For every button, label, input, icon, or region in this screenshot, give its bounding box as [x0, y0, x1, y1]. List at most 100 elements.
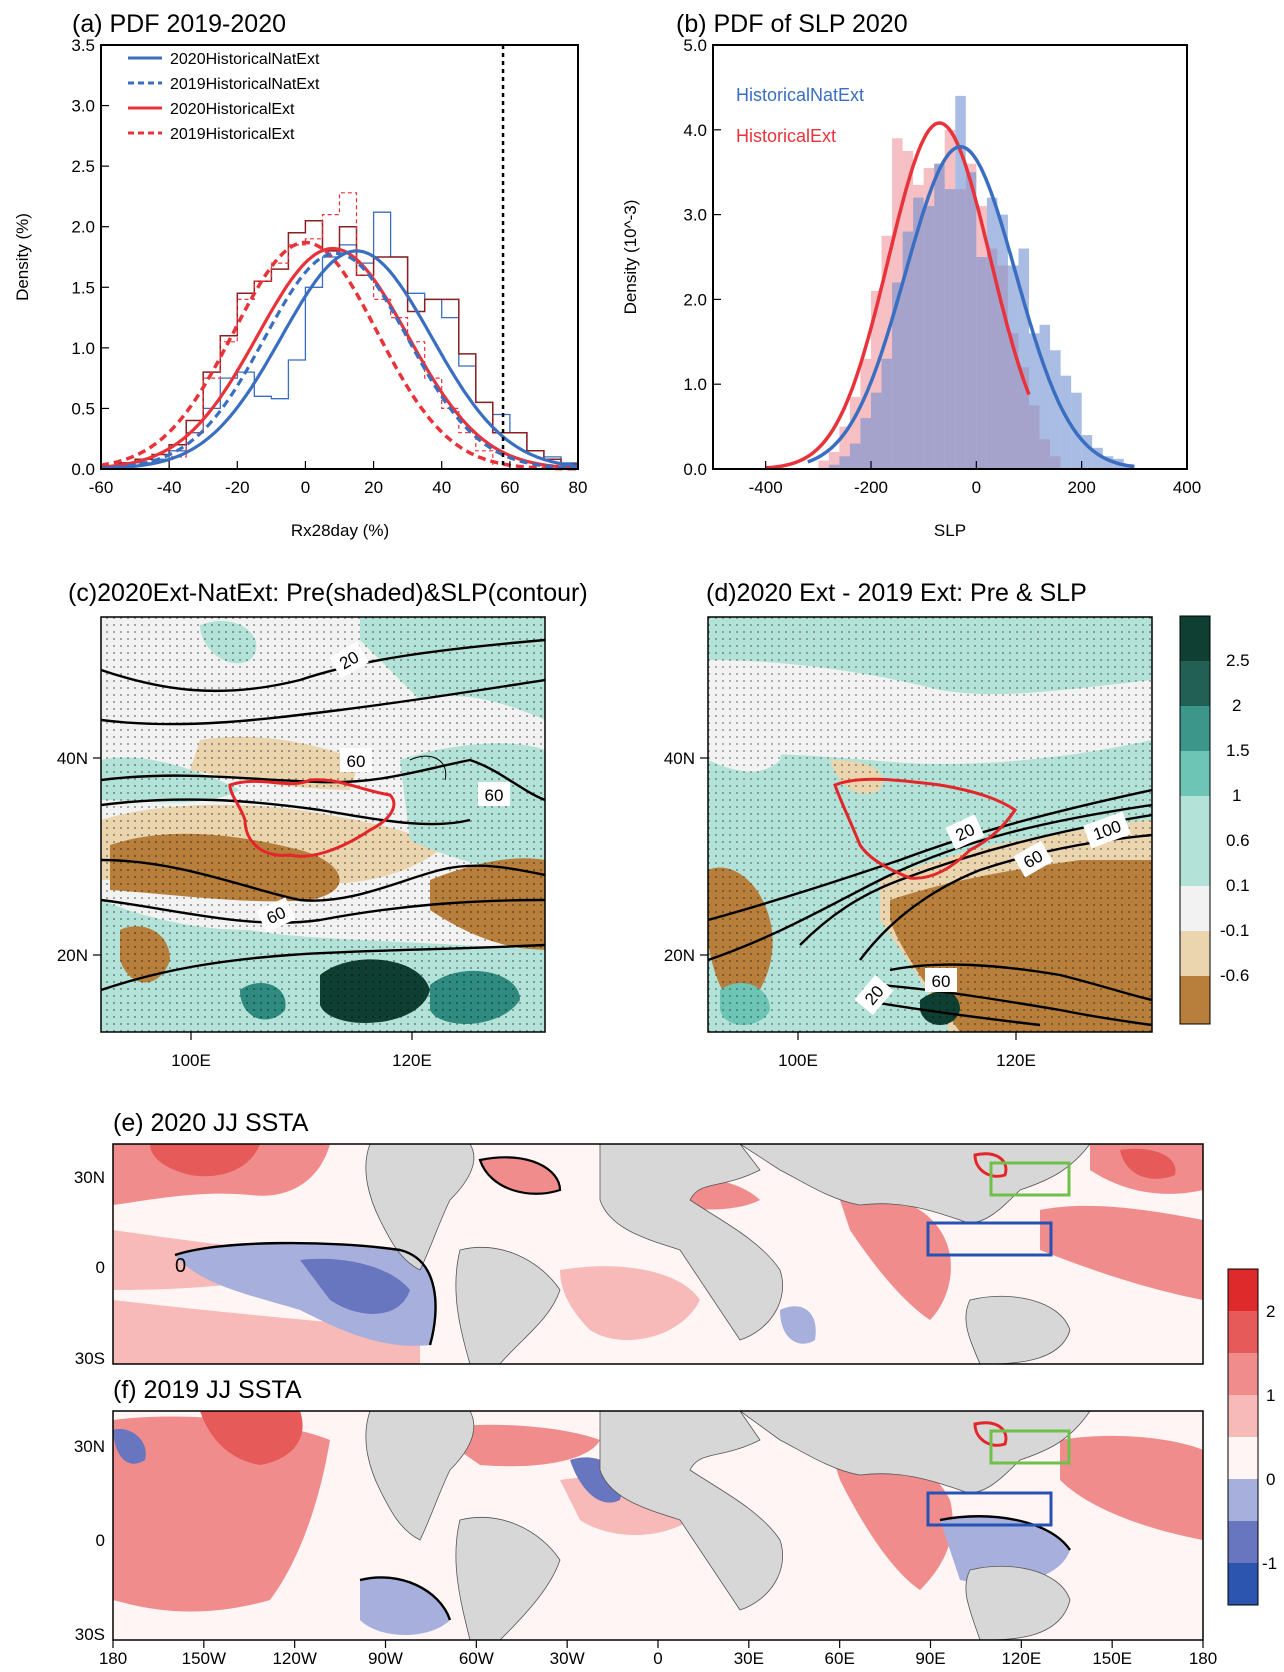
bar-nat [892, 282, 903, 469]
y-tick-label: 30S [75, 1625, 105, 1644]
bar-nat [849, 443, 861, 469]
x-tick-label: 0 [653, 1649, 662, 1667]
panel-f-map [113, 1411, 1203, 1640]
colorbar-swatch [1180, 841, 1210, 886]
legend-label: 2020HistoricalExt [170, 101, 295, 118]
x-tick-label: -20 [225, 478, 250, 497]
panel-c-ticks: 40N 20N 100E 120E [57, 749, 432, 1070]
x-tick-label: 0 [301, 478, 310, 497]
curve-ext-2020 [100, 246, 579, 470]
basin-outline [228, 778, 396, 858]
x-tick-label: 120E [996, 1051, 1036, 1070]
contour-label: 60 [932, 972, 951, 991]
x-tick-label: 200 [1067, 478, 1095, 497]
slp-contour [101, 798, 471, 826]
y-tick-label: 3.0 [683, 206, 707, 225]
x-tick-label: 60W [459, 1649, 494, 1667]
x-tick-label: 120W [272, 1649, 316, 1667]
contour-label-bg [925, 968, 957, 992]
x-tick-label: 40 [432, 478, 451, 497]
zero-contour [478, 1156, 562, 1195]
x-tick-label: -60 [89, 478, 114, 497]
colorbar-label: 0 [1266, 1470, 1275, 1489]
panel-d-map: 20 60 100 60 20 [708, 617, 1152, 1032]
colorbar-label: 1.5 [1226, 741, 1250, 760]
sst-patch [300, 1258, 410, 1314]
slp-contour [101, 898, 545, 924]
x-tick-label: 80 [569, 478, 588, 497]
sst-patch [150, 1144, 260, 1177]
land-australia [965, 1295, 1071, 1364]
colorbar-swatch [1180, 706, 1210, 751]
bar-nat [1092, 447, 1103, 469]
sst-patch [480, 1157, 560, 1194]
curve-nat [807, 145, 1135, 469]
contour-label-bg [945, 814, 985, 850]
x-tick-label: 90E [915, 1649, 945, 1667]
bar-nat [997, 214, 1008, 469]
colorbar-swatch [1228, 1563, 1258, 1605]
panel-c-map: 20 60 60 60 [101, 617, 545, 1032]
colorbar-swatch [1228, 1521, 1258, 1563]
y-tick-label: 20N [664, 946, 695, 965]
colorbar-swatch [1228, 1437, 1258, 1479]
legend-label: 2019HistoricalExt [170, 126, 295, 143]
y-tick-label: 20N [57, 946, 88, 965]
y-tick-label: 30S [75, 1349, 105, 1368]
panel-e-frame [112, 1143, 1204, 1365]
bar-nat [1081, 435, 1093, 469]
y-tick-label: 0.0 [71, 460, 95, 479]
bar-nat [1018, 248, 1029, 469]
colorbar-swatch [1180, 976, 1210, 1024]
panel-a-legend: 2020HistoricalNatExt 2019HistoricalNatEx… [128, 51, 320, 143]
panel-a: (a) PDF 2019-2020 -60 -40 -20 0 20 40 60 80 0.0 0… [13, 10, 587, 540]
contour-label-bg [329, 641, 369, 679]
bar-nat [1050, 350, 1061, 469]
bar-nat [913, 197, 924, 469]
legend-label-nat: HistoricalNatExt [736, 85, 864, 105]
stippling [101, 617, 545, 1032]
curve-nat-2020 [101, 249, 579, 470]
contour-label-bg [1013, 840, 1053, 878]
y-tick-label: 1.0 [683, 375, 707, 394]
sst-patch [1040, 1205, 1203, 1300]
colorbar-swatch [1180, 886, 1210, 931]
x-tick-label: 60 [500, 478, 519, 497]
contour-label: 60 [485, 786, 504, 805]
sst-patch [200, 1411, 303, 1465]
colorbar-ssta: 2 1 0 -1 [1227, 1268, 1277, 1606]
legend-label: 2020HistoricalNatExt [170, 51, 320, 68]
y-tick-label: 2.5 [71, 157, 95, 176]
green-box [989, 1429, 1071, 1465]
slp-contour [101, 758, 545, 802]
y-tick-label: 0.5 [71, 399, 95, 418]
colorbar-swatch [1228, 1311, 1258, 1353]
colorbar-label: 1 [1232, 786, 1241, 805]
x-tick-label: 60E [825, 1649, 855, 1667]
bar-nat [934, 163, 945, 469]
contour-label: 60 [347, 752, 366, 771]
y-tick-label: 1.5 [71, 278, 95, 297]
hist-ext-2019 [168, 192, 494, 469]
panel-e-title: (e) 2020 JJ SSTA [113, 1109, 309, 1137]
bar-nat [1007, 265, 1019, 469]
sst-patch [113, 1416, 330, 1612]
contour-label-bg [340, 748, 372, 772]
contour-label: 0 [175, 1255, 186, 1277]
bar-nat [965, 172, 977, 469]
panel-f: (f) 2019 JJ SSTA 30N [74, 1376, 1217, 1668]
bar-nat [976, 257, 987, 469]
bar-nat [860, 418, 871, 469]
bar-nat [955, 95, 966, 469]
contour-label-bg [256, 897, 296, 933]
colorbar-swatch [1228, 1479, 1258, 1521]
zero-contour [174, 1241, 437, 1346]
bar-nat [923, 206, 935, 469]
colorbar-swatch [1228, 1353, 1258, 1395]
x-tick-label: 400 [1173, 478, 1201, 497]
zero-contour [939, 1515, 1071, 1551]
sst-patch [1060, 1435, 1203, 1540]
bar-nat [881, 358, 893, 469]
y-tick-label: 2.0 [683, 290, 707, 309]
